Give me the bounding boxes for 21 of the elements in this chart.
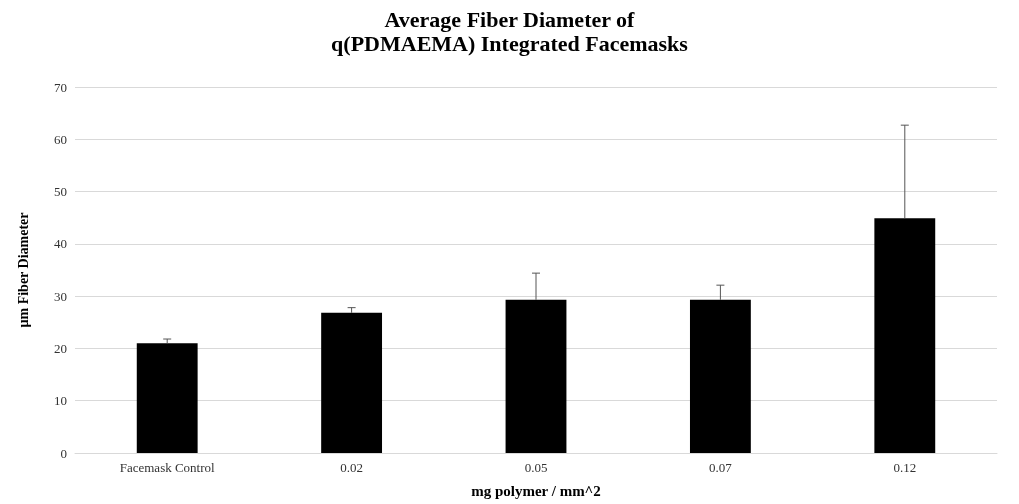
y-tick-label: 40 — [54, 236, 67, 252]
x-tick-label: Facemask Control — [119, 460, 216, 475]
bar — [505, 299, 567, 453]
y-tick-label: 0 — [60, 445, 67, 461]
y-tick-label: 30 — [54, 288, 67, 304]
bar — [689, 299, 751, 453]
y-tick-label: 60 — [54, 131, 67, 147]
bar — [321, 312, 383, 453]
y-tick-label: 50 — [54, 184, 67, 200]
x-tick-label: 0.12 — [893, 460, 917, 475]
y-tick-label: 70 — [54, 79, 67, 95]
x-axis-title: mg polymer / mm^2 — [471, 482, 601, 499]
bar — [874, 218, 936, 453]
y-axis-title: µm Fiber Diameter — [15, 212, 31, 328]
chart-title: Average Fiber Diameter of q(PDMAEMA) Integrated Facemasks — [331, 6, 689, 56]
x-tick-label: 0.05 — [524, 460, 548, 475]
bar — [136, 343, 198, 453]
y-tick-label: 10 — [54, 393, 67, 409]
y-tick-label: 20 — [54, 340, 67, 356]
x-tick-label: 0.02 — [340, 460, 363, 475]
x-tick-label: 0.07 — [709, 460, 733, 475]
